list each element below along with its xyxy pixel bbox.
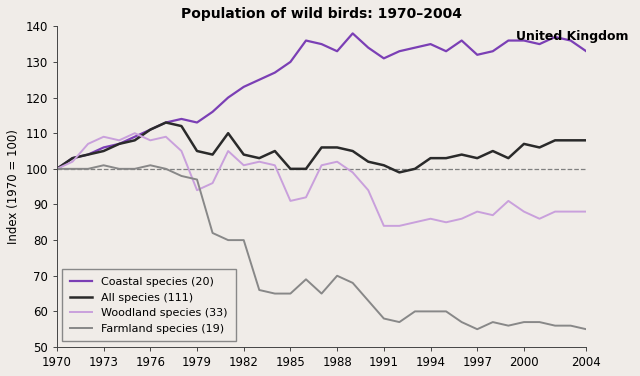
Y-axis label: Index (1970 = 100): Index (1970 = 100) [7, 129, 20, 244]
Title: Population of wild birds: 1970–2004: Population of wild birds: 1970–2004 [181, 7, 462, 21]
Legend: Coastal species (20), All species (111), Woodland species (33), Farmland species: Coastal species (20), All species (111),… [63, 269, 236, 341]
Text: United Kingdom: United Kingdom [516, 30, 628, 43]
